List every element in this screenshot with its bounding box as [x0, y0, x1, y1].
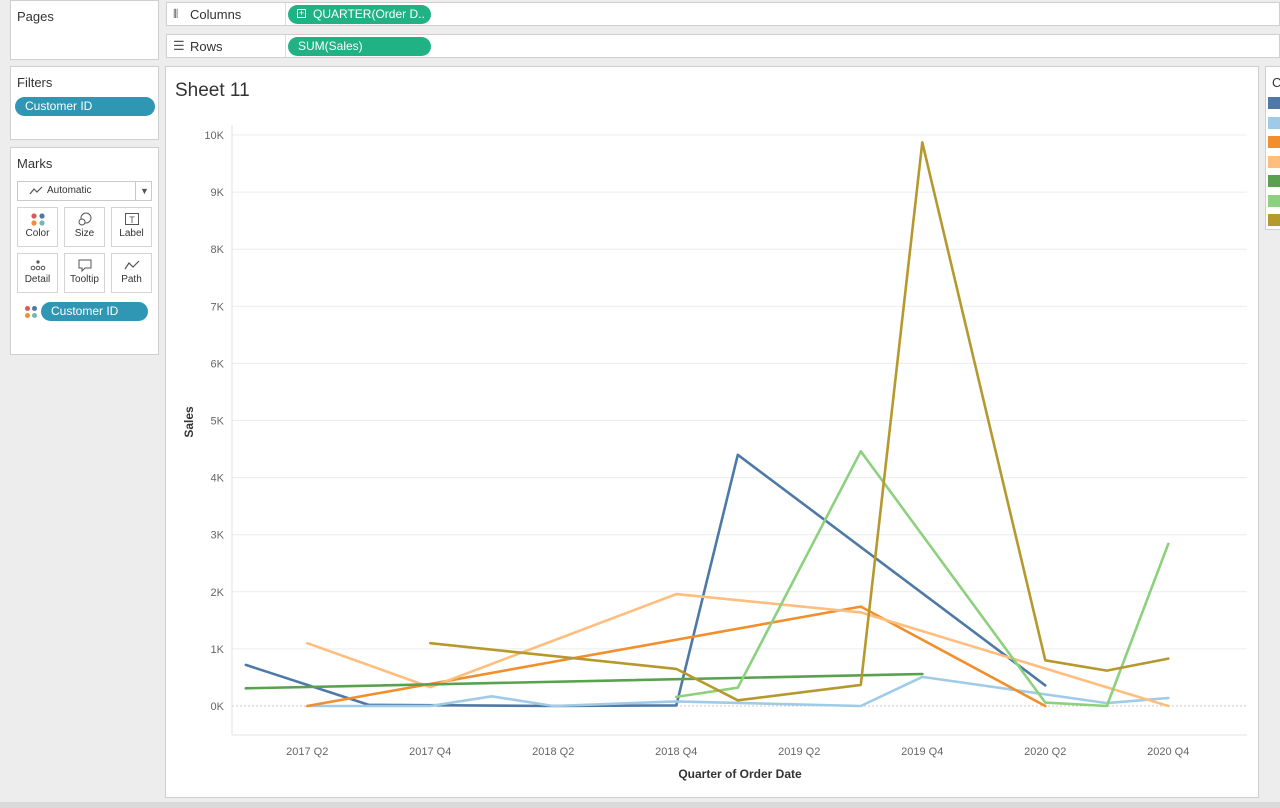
tooltip-icon: [78, 259, 91, 272]
size-icon: [78, 212, 91, 226]
filter-pill-customer-id[interactable]: Customer ID: [15, 97, 155, 116]
filters-title: Filters: [17, 75, 53, 90]
legend-swatch[interactable]: [1268, 97, 1280, 109]
chevron-down-icon: ▼: [140, 186, 149, 196]
pages-card: Pages: [10, 0, 159, 60]
expand-plus-icon: +: [297, 8, 306, 18]
detail-button-label: Detail: [24, 274, 51, 285]
dropdown-divider: [135, 182, 136, 200]
rows-shelf: ☰ Rows SUM(Sales): [166, 34, 1280, 58]
mark-type-label: Automatic: [47, 185, 92, 196]
tooltip-button-label: Tooltip: [70, 274, 99, 285]
columns-pill-label: QUARTER(Order D..: [313, 7, 425, 21]
svg-text:T: T: [129, 215, 135, 225]
tooltip-button[interactable]: Tooltip: [64, 253, 105, 293]
legend-title: C: [1272, 75, 1280, 90]
path-button-label: Path: [121, 274, 142, 285]
color-button-label: Color: [25, 228, 50, 239]
color-icon: [30, 213, 45, 226]
legend-swatch[interactable]: [1268, 214, 1280, 226]
label-icon: T: [124, 213, 139, 225]
color-pill-customer-id[interactable]: Customer ID: [41, 302, 148, 321]
detail-icon: [30, 260, 45, 271]
line-mark-icon: [29, 185, 43, 203]
pages-title: Pages: [17, 9, 54, 24]
rows-label: Rows: [190, 39, 223, 54]
color-button[interactable]: Color: [17, 207, 58, 247]
sheet-tab-bar: [0, 802, 1280, 808]
rows-pill[interactable]: SUM(Sales): [288, 37, 431, 56]
columns-divider: [285, 3, 286, 25]
size-button-label: Size: [74, 228, 95, 239]
label-button[interactable]: T Label: [111, 207, 152, 247]
rows-shelf-icon: ☰: [173, 38, 185, 53]
detail-button[interactable]: Detail: [17, 253, 58, 293]
columns-shelf: ⦀ Columns + QUARTER(Order D..: [166, 2, 1280, 26]
legend-swatch[interactable]: [1268, 155, 1280, 168]
columns-label: Columns: [190, 7, 242, 22]
size-button[interactable]: Size: [64, 207, 105, 247]
path-button[interactable]: Path: [111, 253, 152, 293]
columns-shelf-icon: ⦀: [173, 7, 178, 21]
marks-title: Marks: [17, 156, 53, 171]
chart-title: Sheet 11: [175, 80, 250, 101]
legend-swatch[interactable]: [1268, 136, 1280, 148]
rows-divider: [285, 35, 286, 57]
legend-swatch[interactable]: [1268, 175, 1280, 187]
path-icon: [124, 260, 139, 270]
filters-card: Filters Customer ID: [10, 66, 159, 140]
legend-swatch[interactable]: [1268, 194, 1280, 207]
chart-view: Sheet 11: [165, 66, 1259, 798]
color-dots-icon: [24, 305, 38, 324]
legend-swatch[interactable]: [1268, 116, 1280, 129]
mark-type-dropdown[interactable]: Automatic ▼: [17, 181, 152, 201]
columns-pill[interactable]: + QUARTER(Order D..: [288, 5, 431, 24]
label-button-label: Label: [119, 228, 144, 239]
